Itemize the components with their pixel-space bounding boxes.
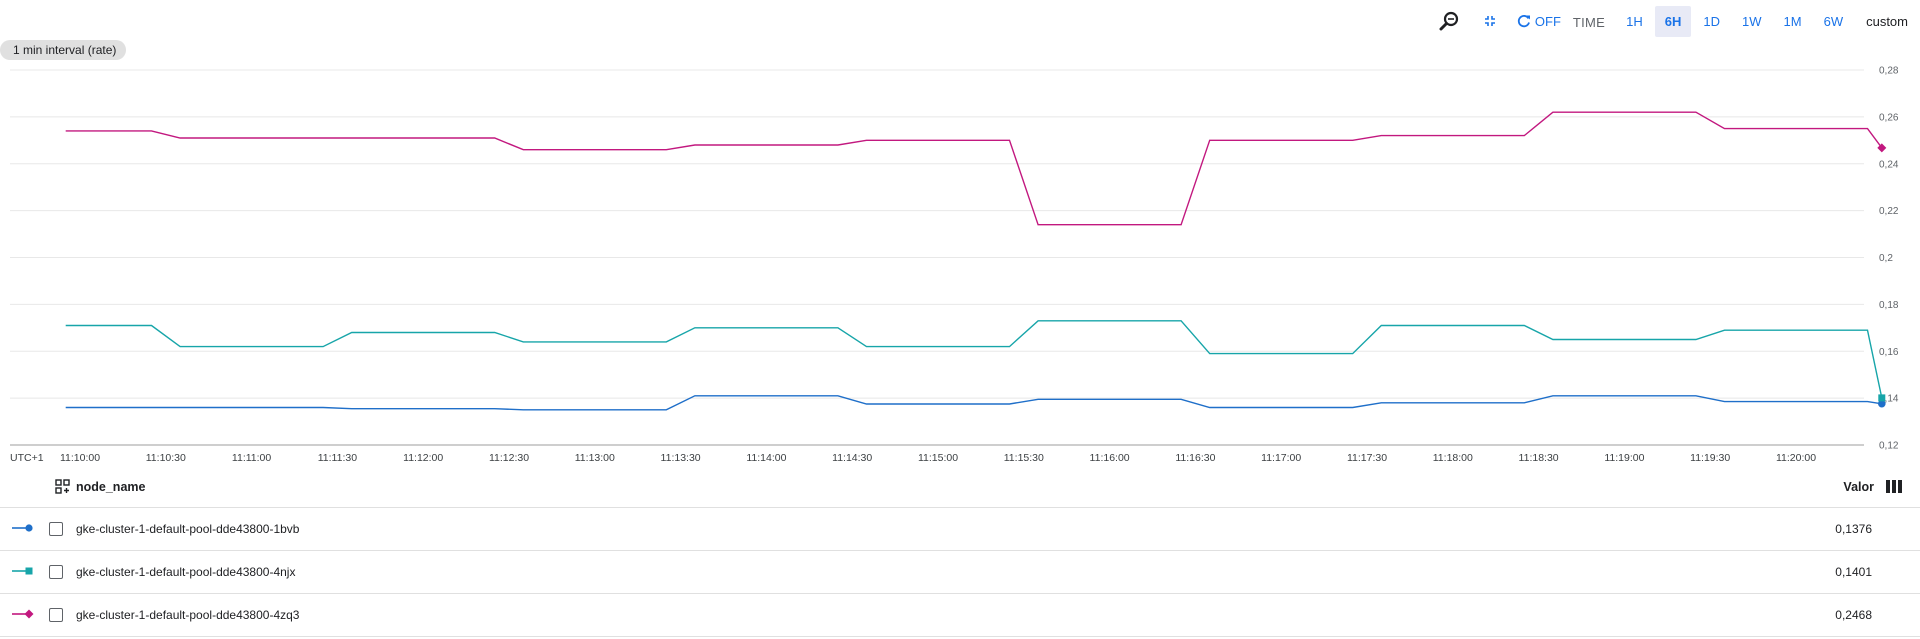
group-by-icon	[55, 479, 70, 494]
x-tick-label: 11:10:00	[60, 452, 100, 464]
series-line	[65, 111, 1883, 226]
x-tick-label: 11:18:00	[1433, 452, 1473, 464]
y-tick-label: 0,24	[1879, 159, 1899, 170]
refresh-label: OFF	[1534, 13, 1561, 29]
row-label: gke-cluster-1-default-pool-dde43800-4njx	[76, 565, 296, 579]
range-1h-button[interactable]: 1H	[1626, 13, 1643, 29]
x-tick-label: 11:19:30	[1690, 452, 1730, 464]
auto-refresh-toggle[interactable]: OFF	[1516, 13, 1561, 29]
series-1bvb-marker-icon	[12, 524, 33, 532]
row-checkbox[interactable]	[49, 565, 63, 579]
collapse-icon[interactable]	[1476, 7, 1504, 35]
x-tick-label: 11:12:00	[403, 452, 443, 464]
x-tick-label: 11:20:00	[1776, 452, 1816, 464]
x-tick-label: 11:11:00	[232, 452, 271, 464]
row-checkbox[interactable]	[49, 608, 63, 622]
x-tick-label: 11:12:30	[489, 452, 529, 464]
x-tick-label: 11:16:30	[1175, 452, 1215, 464]
table-header: node_name Valor	[0, 467, 1920, 508]
range-1m-button[interactable]: 1M	[1783, 13, 1802, 29]
interval-chip: 1 min interval (rate)	[0, 40, 127, 60]
row-value: 0,1401	[1835, 565, 1872, 579]
custom-range-button[interactable]: custom	[1866, 13, 1908, 29]
x-tick-label: 11:16:00	[1090, 452, 1130, 464]
timezone-label: UTC+1	[10, 452, 44, 464]
table-row[interactable]: gke-cluster-1-default-pool-dde43800-4njx…	[0, 551, 1920, 594]
series-4njx-marker-icon	[12, 567, 33, 575]
x-tick-label: 11:19:00	[1604, 452, 1644, 464]
chart-toolbar: OFF TIME 1H 6H 1D 1W 1M 6W custom	[1430, 5, 1910, 37]
x-tick-label: 11:10:30	[146, 452, 186, 464]
table-row[interactable]: gke-cluster-1-default-pool-dde43800-1bvb…	[0, 508, 1920, 551]
legend-table: node_name Valor gke-cluster-1-default-po…	[0, 467, 1920, 637]
row-checkbox[interactable]	[49, 522, 63, 536]
zoom-reset-icon[interactable]	[1436, 7, 1464, 35]
y-tick-label: 0,22	[1879, 206, 1899, 217]
refresh-icon	[1517, 15, 1530, 28]
value-header[interactable]: Valor	[1843, 480, 1874, 494]
series-4zq3-marker-icon	[12, 609, 34, 619]
node-name-header-label: node_name	[76, 479, 146, 494]
y-tick-label: 0,16	[1879, 347, 1899, 358]
series-line	[65, 320, 1883, 399]
y-tick-label: 0,2	[1879, 253, 1893, 264]
y-tick-label: 0,26	[1879, 112, 1899, 123]
series-end-point	[1878, 399, 1886, 408]
y-tick-label: 0,18	[1879, 300, 1899, 311]
x-tick-label: 11:15:00	[918, 452, 958, 464]
row-value: 0,2468	[1835, 608, 1872, 622]
row-value: 0,1376	[1835, 522, 1872, 536]
y-tick-label: 0,12	[1879, 441, 1899, 452]
x-tick-label: 11:17:30	[1347, 452, 1387, 464]
range-6w-button[interactable]: 6W	[1823, 13, 1844, 29]
line-chart: 0,12 0,14 0,16 0,18 0,2 0,22 0,24 0,26 0,28 UTC+1…	[10, 66, 1899, 464]
node-name-header[interactable]: node_name	[55, 479, 145, 494]
x-tick-label: 11:11:30	[318, 452, 357, 464]
x-tick-label: 11:13:30	[661, 452, 701, 464]
series-line	[65, 395, 1882, 411]
series-end-point	[1877, 143, 1887, 153]
x-tick-label: 11:17:00	[1261, 452, 1301, 464]
x-tick-label: 11:15:30	[1004, 452, 1044, 464]
series-end-point	[1878, 394, 1886, 402]
column-picker-icon[interactable]	[1886, 479, 1902, 499]
time-label: TIME	[1572, 15, 1606, 30]
y-tick-label: 0,14	[1879, 394, 1899, 405]
table-row[interactable]: gke-cluster-1-default-pool-dde43800-4zq3…	[0, 594, 1920, 637]
x-tick-label: 11:14:30	[832, 452, 872, 464]
row-label: gke-cluster-1-default-pool-dde43800-1bvb	[76, 522, 300, 536]
range-1d-button[interactable]: 1D	[1703, 13, 1721, 29]
x-tick-label: 11:18:30	[1519, 452, 1559, 464]
range-1w-button[interactable]: 1W	[1742, 13, 1762, 29]
range-6h-button[interactable]: 6H	[1654, 5, 1692, 37]
y-tick-label: 0,28	[1879, 66, 1899, 77]
x-tick-label: 11:13:00	[575, 452, 615, 464]
x-tick-label: 11:14:00	[746, 452, 786, 464]
row-label: gke-cluster-1-default-pool-dde43800-4zq3	[76, 608, 300, 622]
